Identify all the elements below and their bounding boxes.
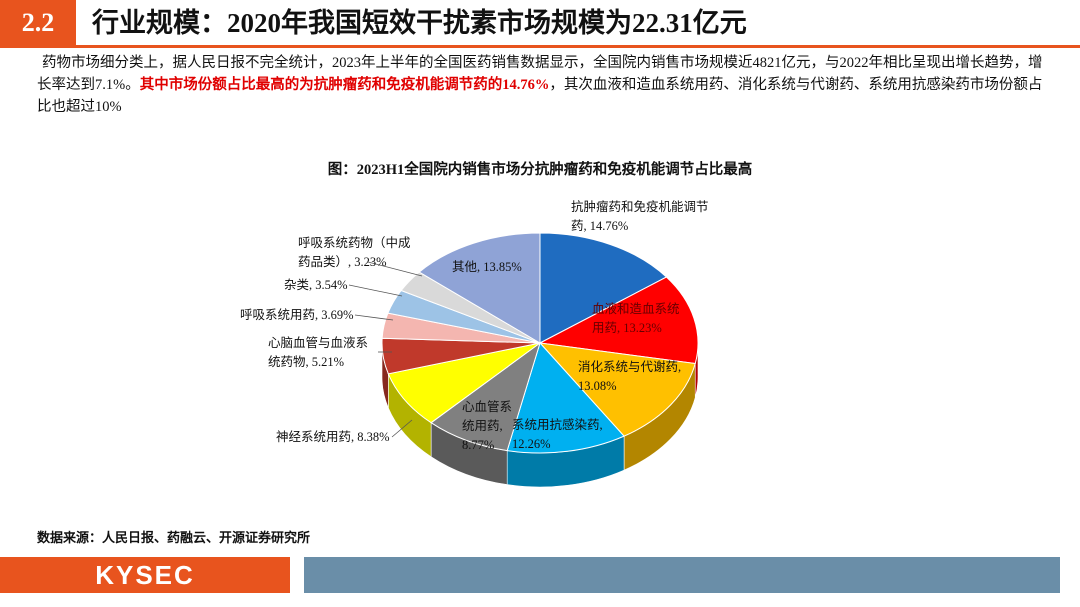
text: 药物市场细分类上，据人民日报不完全统计，2023年上半年的全国医药销售数据显示，… xyxy=(37,55,1043,93)
slice xyxy=(538,342,696,437)
title-rule xyxy=(0,45,1080,48)
data-label: 抗肿瘤药和免疫机能调节药, 14.76% xyxy=(571,200,709,233)
section-number: 2.2 xyxy=(0,0,76,45)
data-label: 心血管系统用药, 8.77% xyxy=(462,400,513,452)
slide-title: 行业规模：2020年我国短效干扰素市场规模为22.31亿元 xyxy=(92,8,747,38)
slice xyxy=(538,276,699,365)
footer-bar xyxy=(304,557,1060,593)
slice xyxy=(539,232,668,344)
leader-line xyxy=(354,314,394,321)
leader-line xyxy=(348,284,403,297)
logo: KYSEC xyxy=(0,557,290,593)
leader-line xyxy=(391,419,413,438)
data-label: 血液和造血系统用药, 13.23% xyxy=(592,302,680,335)
highlight: 其中市场份额占比最高的为抗肿瘤药和免疫机能调节药的14.76% xyxy=(139,77,550,93)
slice xyxy=(506,342,625,454)
data-label: 心脑血管与血液系统药物, 5.21% xyxy=(268,336,369,369)
text: ，其次血液和造血系统用药、消化系统与代谢药、系统用抗感染药市场份额占比也超过10… xyxy=(37,77,1043,115)
slice xyxy=(418,232,541,344)
leader-line xyxy=(367,261,423,277)
source: 数据来源：人民日报、药融云、开源证券研究所 xyxy=(37,530,311,545)
data-label: 呼吸系统用药, 3.69% xyxy=(240,308,354,322)
data-label: 系统用抗感染药, 12.26% xyxy=(512,418,603,451)
data-label: 消化系统与代谢药, 13.08% xyxy=(578,360,682,393)
data-label: 神经系统用药, 8.38% xyxy=(276,430,390,444)
paragraph: 药物市场细分类上，据人民日报不完全统计，2023年上半年的全国医药销售数据显示，… xyxy=(37,52,1045,118)
data-label: 呼吸系统药物（中成药品类）, 3.23% xyxy=(298,236,411,269)
chart-title: 图：2023H1全国院内销售市场分抗肿瘤药和免疫机能调节占比最高 xyxy=(327,162,753,178)
data-label: 其他, 13.85% xyxy=(452,260,522,274)
slice xyxy=(430,341,541,452)
data-label: 杂类, 3.54% xyxy=(284,278,348,292)
